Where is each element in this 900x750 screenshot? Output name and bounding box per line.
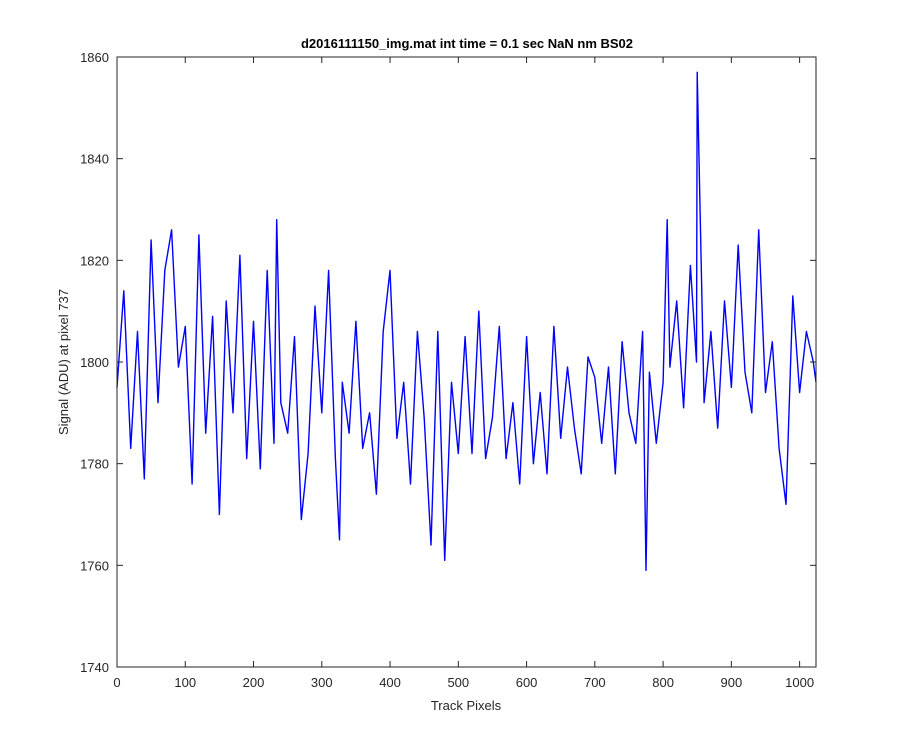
series-line-0: [116, 71, 817, 572]
y-tick-label: 1800: [80, 355, 109, 370]
y-axis-label: Signal (ADU) at pixel 737: [56, 289, 71, 435]
y-tick-label: 1780: [80, 457, 109, 472]
x-tick-label: 400: [379, 675, 401, 690]
x-tick-label: 900: [721, 675, 743, 690]
x-axis-label: Track Pixels: [431, 698, 502, 713]
x-tick-label: 800: [652, 675, 674, 690]
x-tick-label: 500: [447, 675, 469, 690]
chart-title: d2016111150_img.mat int time = 0.1 sec N…: [301, 36, 633, 51]
x-tick-label: 700: [584, 675, 606, 690]
y-tick-label: 1820: [80, 253, 109, 268]
ticks-layer: 0 100 200 300 400 500 600 700 800 900 1000 1740 1760…: [80, 50, 816, 690]
y-tick-label: 1840: [80, 152, 109, 167]
x-tick-label: 100: [174, 675, 196, 690]
x-tick-label: 300: [311, 675, 333, 690]
y-tick-label: 1740: [80, 660, 109, 675]
y-tick-label: 1860: [80, 50, 109, 65]
x-tick-label: 600: [516, 675, 538, 690]
x-tick-label: 200: [243, 675, 265, 690]
x-tick-label: 1000: [785, 675, 814, 690]
y-tick-label: 1760: [80, 558, 109, 573]
x-tick-label: 0: [113, 675, 120, 690]
series-layer: [116, 71, 817, 572]
